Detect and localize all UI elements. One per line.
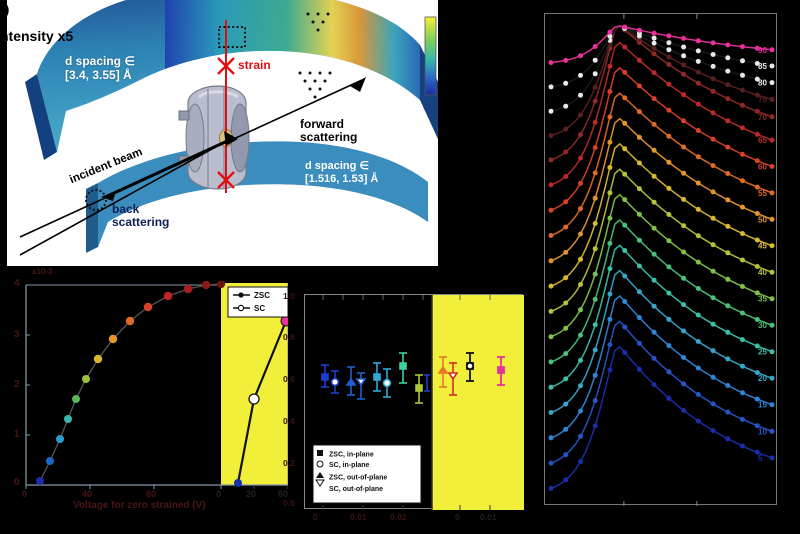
svg-text:60: 60 <box>758 163 767 172</box>
svg-text:5: 5 <box>758 454 763 463</box>
svg-text:ZSC, in-plane: ZSC, in-plane <box>329 452 374 459</box>
svg-text:15: 15 <box>758 401 767 410</box>
svg-text:30: 30 <box>758 321 767 330</box>
svg-text:45: 45 <box>758 242 767 251</box>
svg-text:SC: SC <box>254 304 265 313</box>
svg-text:35: 35 <box>758 295 767 304</box>
svg-text:40: 40 <box>758 268 767 277</box>
svg-text:20: 20 <box>758 374 767 383</box>
svg-text:ZSC: ZSC <box>254 291 270 300</box>
svg-text:50: 50 <box>758 215 767 224</box>
svg-text:ZSC, out-of-plane: ZSC, out-of-plane <box>329 475 387 482</box>
svg-text:SC, out-of-plane: SC, out-of-plane <box>329 486 383 493</box>
svg-text:70: 70 <box>758 113 767 122</box>
svg-text:75: 75 <box>758 96 767 105</box>
svg-text:65: 65 <box>758 136 767 145</box>
svg-text:SC, in-plane: SC, in-plane <box>329 462 370 469</box>
svg-text:80: 80 <box>758 79 767 88</box>
svg-text:85: 85 <box>758 62 767 71</box>
svg-text:25: 25 <box>758 348 767 357</box>
svg-text:10: 10 <box>758 427 767 436</box>
svg-text:55: 55 <box>758 189 767 198</box>
svg-text:90: 90 <box>758 46 767 55</box>
